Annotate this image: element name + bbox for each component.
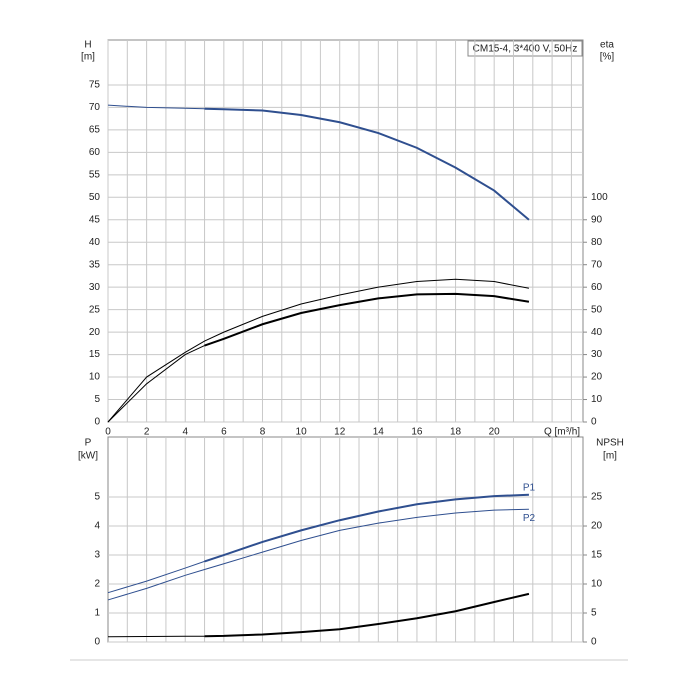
y-tick-label: 35 <box>89 259 101 270</box>
y2-unit: [m] <box>603 451 617 462</box>
curve <box>107 635 205 638</box>
y-tick-label: 5 <box>94 492 100 503</box>
curve <box>107 278 530 423</box>
y2-tick-label: 70 <box>591 259 603 270</box>
y-tick-label: 30 <box>89 282 101 293</box>
y2-tick-label: 30 <box>591 349 603 360</box>
y-tick-label: 50 <box>89 192 101 203</box>
top-plot-frame <box>107 39 584 423</box>
y2-tick-label: 0 <box>591 637 597 648</box>
y-tick-label: 45 <box>89 214 101 225</box>
y2-tick-label: 0 <box>591 417 597 428</box>
y-tick-label: 0 <box>94 637 100 648</box>
y-tick-label: 2 <box>94 579 100 590</box>
x-tick-label: 16 <box>411 427 423 438</box>
y2-tick-label: 60 <box>591 282 603 293</box>
y2-tick-label: 50 <box>591 304 603 315</box>
y-tick-label: 55 <box>89 169 101 180</box>
y2-tick-label: 25 <box>591 492 603 503</box>
x-tick-label: 14 <box>373 427 385 438</box>
y2-tick-label: 80 <box>591 237 603 248</box>
x-tick-label: 12 <box>334 427 346 438</box>
y-tick-label: 3 <box>94 550 100 561</box>
chart-title: CM15-4, 3*400 V, 50Hz <box>473 44 578 55</box>
y-tick-label: 70 <box>89 102 101 113</box>
y2-tick-label: 90 <box>591 214 603 225</box>
y-unit: [kW] <box>78 451 98 462</box>
curve <box>204 107 530 221</box>
y-tick-label: 10 <box>89 372 101 383</box>
curve <box>204 292 530 347</box>
x-tick-label: 18 <box>450 427 462 438</box>
y-label: H <box>84 40 91 51</box>
y-unit: [m] <box>81 52 95 63</box>
y-tick-label: 25 <box>89 304 101 315</box>
y2-unit: [%] <box>600 52 615 63</box>
y-tick-label: 40 <box>89 237 101 248</box>
x-tick-label: 6 <box>221 427 227 438</box>
curve <box>204 493 529 563</box>
x-tick-label: 0 <box>105 427 111 438</box>
y2-tick-label: 15 <box>591 550 603 561</box>
y2-tick-label: 100 <box>591 192 608 203</box>
y2-tick-label: 40 <box>591 327 603 338</box>
y-tick-label: 60 <box>89 147 101 158</box>
curve <box>107 345 205 423</box>
series-label: P2 <box>523 513 536 524</box>
y2-tick-label: 10 <box>591 394 603 405</box>
y2-label: eta <box>600 40 614 51</box>
title-box <box>467 40 583 57</box>
y2-tick-label: 10 <box>591 579 603 590</box>
y-label: P <box>85 438 92 449</box>
y2-label: NPSH <box>596 438 624 449</box>
series-label: P1 <box>523 482 536 493</box>
curve <box>204 592 530 638</box>
y-tick-label: 5 <box>94 394 100 405</box>
curve <box>107 104 205 110</box>
x-tick-label: 2 <box>144 427 150 438</box>
curve <box>107 508 529 601</box>
x-tick-label: 10 <box>296 427 308 438</box>
y-tick-label: 4 <box>94 521 100 532</box>
curve <box>107 560 205 594</box>
x-label: Q [m³/h] <box>544 427 580 438</box>
y-tick-label: 0 <box>94 417 100 428</box>
x-tick-label: 4 <box>182 427 188 438</box>
y-tick-label: 15 <box>89 349 101 360</box>
y-tick-label: 20 <box>89 327 101 338</box>
y-tick-label: 65 <box>89 125 101 136</box>
y2-tick-label: 20 <box>591 521 603 532</box>
y-tick-label: 1 <box>94 608 100 619</box>
y2-tick-label: 5 <box>591 608 597 619</box>
bottom-plot-frame <box>107 436 584 643</box>
y2-tick-label: 20 <box>591 372 603 383</box>
y-tick-label: 75 <box>89 80 101 91</box>
x-tick-label: 8 <box>260 427 266 438</box>
x-tick-label: 20 <box>489 427 501 438</box>
